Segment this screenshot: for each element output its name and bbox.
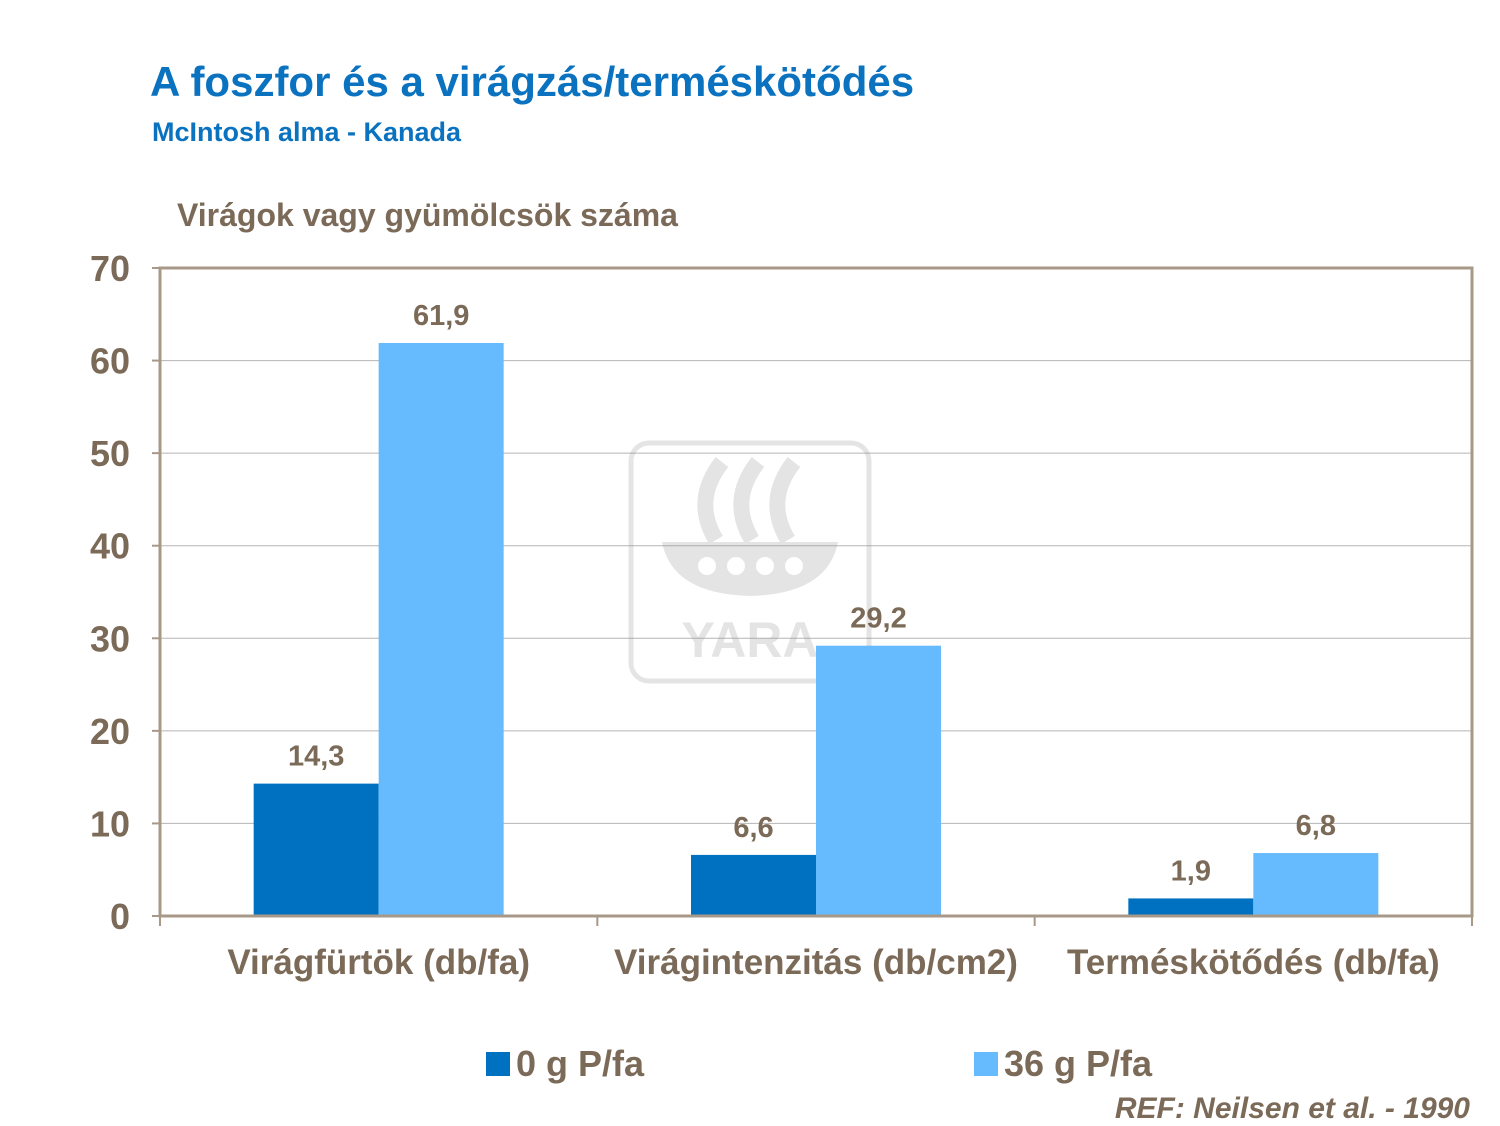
bar bbox=[1128, 898, 1254, 916]
y-tick-label: 0 bbox=[110, 896, 130, 937]
bar bbox=[816, 645, 941, 916]
data-label: 61,9 bbox=[413, 300, 469, 332]
y-axis-title: Virágok vagy gyümölcsök száma bbox=[177, 197, 678, 233]
bars bbox=[253, 342, 1379, 916]
watermark-shield bbox=[785, 557, 803, 575]
watermark-frame bbox=[628, 440, 872, 684]
bar bbox=[253, 783, 379, 916]
watermark-sail-stripe bbox=[769, 457, 801, 545]
legend-swatch-0g bbox=[486, 1052, 510, 1076]
data-label: 6,8 bbox=[1296, 810, 1336, 842]
y-tick-label: 20 bbox=[90, 711, 130, 752]
watermark-shield bbox=[727, 557, 745, 575]
plot-area-border bbox=[158, 266, 1474, 918]
axes: 0 10 20 30 40 50 60 70 Virágfürtök (db/fa) Virági… bbox=[90, 248, 1474, 982]
y-tick-label: 60 bbox=[90, 341, 130, 382]
y-tick-label: 40 bbox=[90, 526, 130, 567]
watermark-text: YARA bbox=[681, 612, 818, 668]
watermark-shield bbox=[756, 557, 774, 575]
y-tick-label: 30 bbox=[90, 618, 130, 659]
data-label: 6,6 bbox=[733, 812, 773, 844]
yara-logo-watermark: YARA bbox=[628, 440, 872, 684]
legend-item-0g: 0 g P/fa bbox=[486, 1042, 644, 1086]
page-subtitle: McIntosh alma - Kanada bbox=[152, 117, 462, 147]
bar bbox=[378, 342, 504, 916]
watermark-shield bbox=[698, 557, 716, 575]
watermark-sail-stripe bbox=[733, 457, 765, 545]
data-labels: 14,3 61,9 6,6 29,2 1,9 6,8 bbox=[288, 300, 1336, 887]
y-tick-label: 50 bbox=[90, 433, 130, 474]
page-title: A foszfor és a virágzás/terméskötődés bbox=[150, 58, 915, 105]
bar bbox=[691, 854, 816, 916]
x-tick-label: Virágintenzitás (db/cm2) bbox=[614, 943, 1018, 982]
data-label: 1,9 bbox=[1171, 855, 1211, 887]
x-tick-label: Terméskötődés (db/fa) bbox=[1067, 943, 1440, 982]
data-label: 14,3 bbox=[288, 741, 344, 773]
watermark-ship-hull bbox=[662, 542, 838, 596]
legend-swatch-36g bbox=[974, 1052, 998, 1076]
y-tick-label: 10 bbox=[90, 803, 130, 844]
legend-item-36g: 36 g P/fa bbox=[974, 1042, 1152, 1086]
legend-label-36g: 36 g P/fa bbox=[1004, 1043, 1153, 1084]
bar bbox=[1253, 853, 1379, 916]
legend-label-0g: 0 g P/fa bbox=[516, 1043, 645, 1084]
data-label: 29,2 bbox=[850, 603, 906, 635]
watermark-sail-stripe bbox=[697, 457, 729, 545]
y-tick-label: 70 bbox=[90, 248, 130, 289]
x-tick-label: Virágfürtök (db/fa) bbox=[227, 943, 530, 982]
reference-citation: REF: Neilsen et al. - 1990 bbox=[1114, 1092, 1470, 1125]
